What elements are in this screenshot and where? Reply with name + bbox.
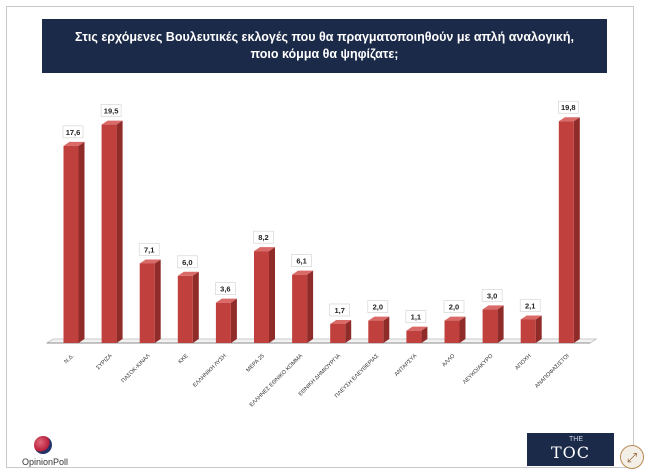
bar-side [345,319,352,343]
data-label: 2,1 [525,301,535,310]
x-tick-label: Ν.Δ. [63,353,75,365]
bar-top [63,141,85,146]
data-label: 1,1 [411,313,421,322]
bar-top [177,271,199,276]
data-label-box [253,230,274,244]
the-toc-logo-name: TOC [550,443,591,462]
bar-side [78,141,85,343]
chart-title-line-2: ποιο κόμμα θα ψηφίζατε; [250,47,399,61]
data-label-box [557,100,579,114]
x-tick-label: ΑΝΑΠΟΦΑΣΙΣΤΟΙ [534,353,571,390]
bar [101,124,117,343]
bar [482,309,498,343]
bar [368,320,384,343]
x-tick-label: ΑΛΛΟ [441,353,457,369]
data-label: 2,0 [449,303,459,312]
data-label: 8,2 [258,233,268,242]
data-label-box [367,300,389,313]
data-label: 19,5 [104,107,119,116]
data-label: 1,7 [334,306,344,315]
opinion-poll-logo: OpinionPoll [22,434,92,470]
data-label-box [215,282,236,295]
bar [63,145,79,343]
bar-side [459,316,466,343]
x-tick-label: ΕΘΝΙΚΗ ΔΗΜΙΟΥΡΓΙΑ [298,353,343,398]
bar [139,263,155,343]
the-toc-logo: THE TOC [527,433,614,466]
bar-top [482,305,504,310]
bar-side [154,259,161,343]
bar-top [558,117,580,122]
bar-top [292,270,314,275]
bar [558,121,574,344]
bar-top [368,316,390,321]
data-label: 7,1 [144,245,154,254]
x-tick-label: ΜΕΡΑ 25 [245,353,265,373]
bar [215,302,231,343]
data-label: 17,6 [66,128,81,137]
bar-top [139,259,161,264]
data-label: 2,0 [373,303,383,312]
bar-top [101,120,123,125]
bar-side [307,270,314,343]
data-label-box [329,303,351,317]
bar [520,319,536,343]
x-tick-label: ΕΛΛΗΝΙΚΗ ΛΥΣΗ [192,353,228,389]
bar-top [520,315,542,320]
bar [330,323,346,343]
expand-arrows-icon[interactable]: ⤢ [620,445,644,469]
bar-side [383,316,390,343]
bar-top [330,319,352,324]
data-label-box [481,289,503,302]
x-tick-label: ΠΑΣΟΚ-ΚΙΝΑΛ [121,353,152,384]
chart-floor [45,338,598,344]
bar [254,251,269,343]
bar-side [421,326,428,343]
bar-side [535,315,542,343]
x-tick-label: ΛΕΥΚΟ/ΑΚΥΡΟ [462,353,495,386]
data-label-box [519,299,541,312]
data-label-box [177,255,198,269]
x-tick-label: ΚΚΕ [178,353,190,365]
bar-top [254,247,275,252]
bar-side [192,271,199,343]
bar [406,330,422,343]
data-label: 6,0 [182,258,192,267]
data-label: 3,6 [220,285,230,294]
data-label-box [443,300,465,313]
bar [444,320,460,343]
bar-side [116,120,123,343]
data-label-box [291,254,312,267]
data-label-box [405,310,427,323]
data-label-box [100,104,122,117]
bar [292,274,308,343]
bar-side [497,305,504,343]
slide-frame [6,6,634,468]
opinion-poll-logo-text: OpinionPoll [22,457,69,467]
opinion-poll-logo-mark [34,436,52,454]
x-tick-label: ΑΠΟΧΗ [514,353,532,371]
bar-side [269,247,275,343]
bar-top [444,316,466,321]
data-label: 19,8 [561,103,576,112]
x-tick-label: ΣΥΡΙΖΑ [95,353,113,371]
bar [177,275,193,343]
bar-top [215,298,237,303]
the-toc-logo-prefix: THE [569,436,583,443]
bar-top [406,326,428,331]
data-label-box [62,125,84,139]
bar-side [230,298,237,343]
data-label: 6,1 [296,257,306,266]
x-tick-label: ΠΛΕΥΣΗ ΕΛΕΥΘΕΡΙΑΣ [334,353,381,400]
x-tick-label: ΑΝΤΑΡΣΥΑ [394,353,419,378]
data-label-box [138,243,160,256]
data-label: 3,0 [487,291,497,300]
chart-title: Στις ερχόμενες Βουλευτικές εκλογές που θ… [42,19,607,73]
chart-title-line-1: Στις ερχόμενες Βουλευτικές εκλογές που θ… [75,30,574,44]
bar-side [573,117,580,344]
